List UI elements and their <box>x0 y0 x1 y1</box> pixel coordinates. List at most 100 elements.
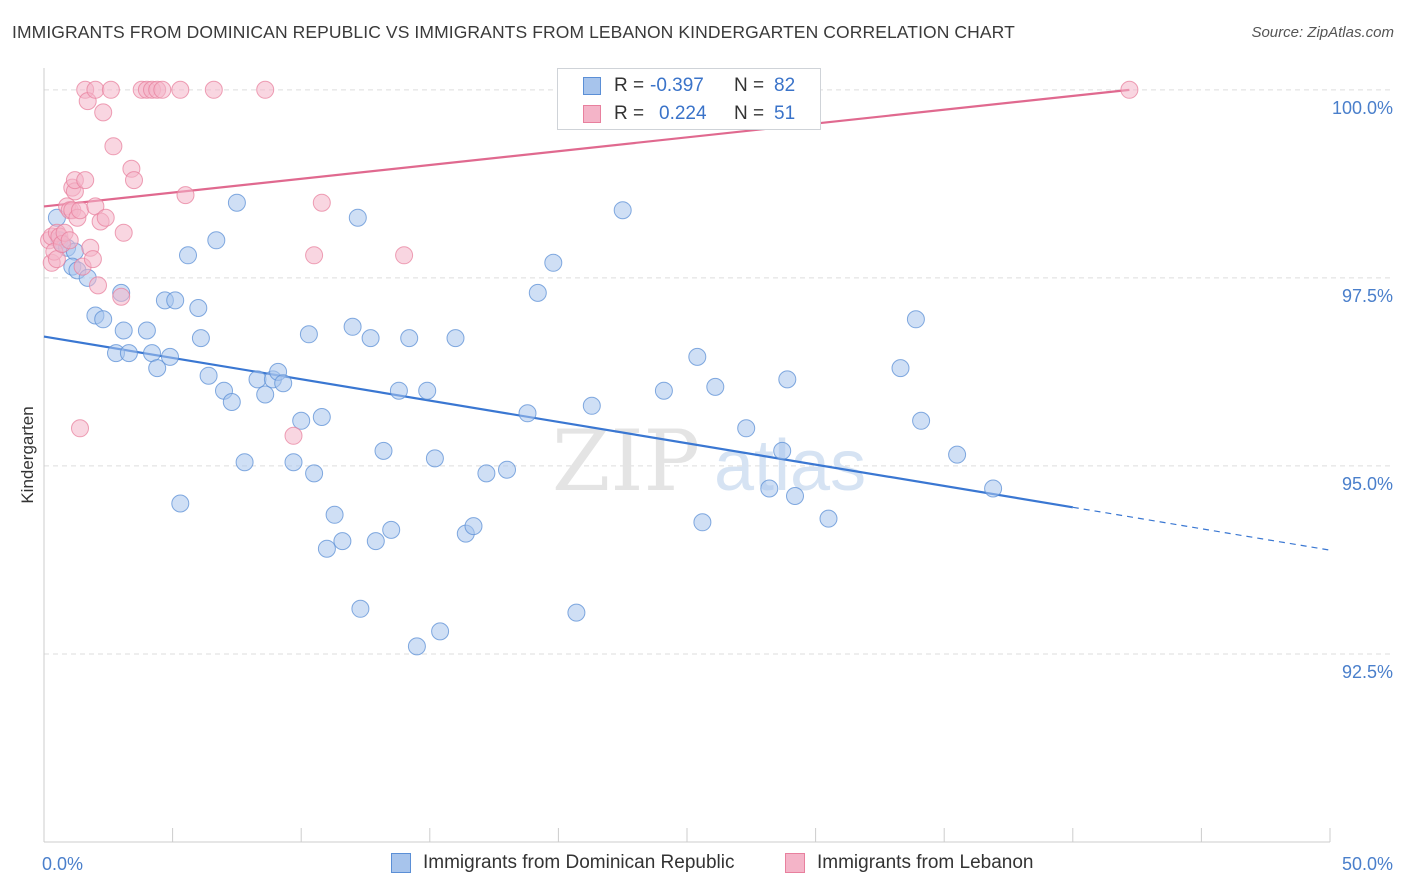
point-dominican <box>693 513 712 532</box>
point-dominican <box>425 449 444 468</box>
point-dominican <box>222 393 241 411</box>
r-label: R = <box>614 75 645 96</box>
point-lebanon <box>101 80 120 99</box>
point-dominican <box>348 208 367 227</box>
legend-label-lebanon: Immigrants from Lebanon <box>817 852 1034 873</box>
data-points <box>40 80 1139 656</box>
point-dominican <box>948 445 967 464</box>
point-lebanon <box>83 250 102 269</box>
y-tick-label: 92.5% <box>1342 662 1393 682</box>
n-label: N = <box>734 75 765 96</box>
point-dominican <box>299 325 318 344</box>
r-label: R = <box>614 103 645 124</box>
point-dominican <box>773 441 792 460</box>
trend-line-lebanon <box>43 88 1130 208</box>
point-dominican <box>706 377 725 396</box>
legend-swatch-lebanon <box>785 853 805 873</box>
point-dominican <box>431 622 450 641</box>
point-lebanon <box>71 419 89 438</box>
point-lebanon <box>153 80 172 99</box>
point-dominican <box>389 381 408 400</box>
point-dominican <box>446 329 465 348</box>
point-dominican <box>984 479 1003 498</box>
point-lebanon <box>305 246 324 265</box>
point-dominican <box>582 396 601 415</box>
n-label: N = <box>734 103 765 124</box>
point-dominican <box>248 370 267 389</box>
point-dominican <box>400 329 419 348</box>
point-dominican <box>137 321 156 340</box>
legend-label-dominican: Immigrants from Dominican Republic <box>423 852 735 873</box>
legend-swatch-dominican <box>583 77 601 95</box>
n-value: 82 <box>774 75 796 96</box>
y-axis-label: Kindergarten <box>18 406 37 503</box>
point-dominican <box>207 231 226 250</box>
point-lebanon <box>96 208 115 227</box>
point-dominican <box>382 520 401 539</box>
point-dominican <box>235 453 254 472</box>
point-dominican <box>366 532 385 551</box>
point-dominican <box>361 329 380 348</box>
point-dominican <box>528 283 547 302</box>
point-lebanon <box>86 80 105 99</box>
point-dominican <box>518 404 537 423</box>
point-dominican <box>312 408 331 426</box>
point-lebanon <box>76 171 95 190</box>
source-credit: Source: ZipAtlas.com <box>1251 24 1394 41</box>
point-dominican <box>737 419 756 438</box>
point-dominican <box>912 411 931 430</box>
point-dominican <box>407 637 426 656</box>
point-dominican <box>274 374 293 393</box>
point-lebanon <box>204 80 223 99</box>
point-dominican <box>148 359 167 378</box>
point-lebanon <box>71 201 89 220</box>
legend-swatch-lebanon <box>583 105 601 123</box>
point-dominican <box>199 366 218 385</box>
legend-swatch-dominican <box>391 853 411 873</box>
chart-title: IMMIGRANTS FROM DOMINICAN REPUBLIC VS IM… <box>12 22 1015 42</box>
point-dominican <box>418 381 437 400</box>
point-dominican <box>325 505 344 524</box>
point-lebanon <box>171 80 190 99</box>
point-lebanon <box>112 287 131 306</box>
series-dominican <box>47 193 1003 656</box>
x-tick-label: 0.0% <box>42 854 83 874</box>
point-lebanon <box>312 193 331 212</box>
point-dominican <box>760 479 779 498</box>
point-dominican <box>114 321 133 340</box>
trend-line-dominican <box>43 335 1073 509</box>
y-tick-label: 95.0% <box>1342 474 1393 494</box>
point-dominican <box>498 460 516 479</box>
point-lebanon <box>60 231 79 250</box>
point-dominican <box>819 509 838 528</box>
tick-labels: 92.5% 95.0% 97.5% 100.0% 0.0% 50.0% <box>42 98 1393 874</box>
series-lebanon <box>40 80 1139 445</box>
point-dominican <box>256 385 275 404</box>
point-dominican <box>333 532 352 551</box>
point-dominican <box>189 299 208 317</box>
point-dominican <box>351 599 370 618</box>
watermark: ZIP atlas <box>552 412 866 510</box>
trend-line-dominican-extension <box>1072 506 1331 551</box>
point-dominican <box>688 347 707 366</box>
point-dominican <box>343 317 362 336</box>
point-dominican <box>477 464 496 483</box>
y-tick-label: 97.5% <box>1342 286 1393 306</box>
axes <box>43 68 1331 843</box>
point-dominican <box>94 310 113 329</box>
point-dominican <box>786 487 804 505</box>
point-dominican <box>161 347 179 366</box>
point-dominican <box>374 441 393 460</box>
point-dominican <box>654 381 673 400</box>
point-dominican <box>179 246 197 265</box>
point-dominican <box>613 201 632 220</box>
watermark-zip: ZIP <box>552 412 700 510</box>
r-value: 0.224 <box>659 103 707 124</box>
point-dominican <box>292 411 311 430</box>
point-dominican <box>284 453 303 472</box>
point-dominican <box>166 291 185 310</box>
point-dominican <box>891 359 910 378</box>
point-lebanon <box>94 103 113 122</box>
point-dominican <box>119 344 138 363</box>
